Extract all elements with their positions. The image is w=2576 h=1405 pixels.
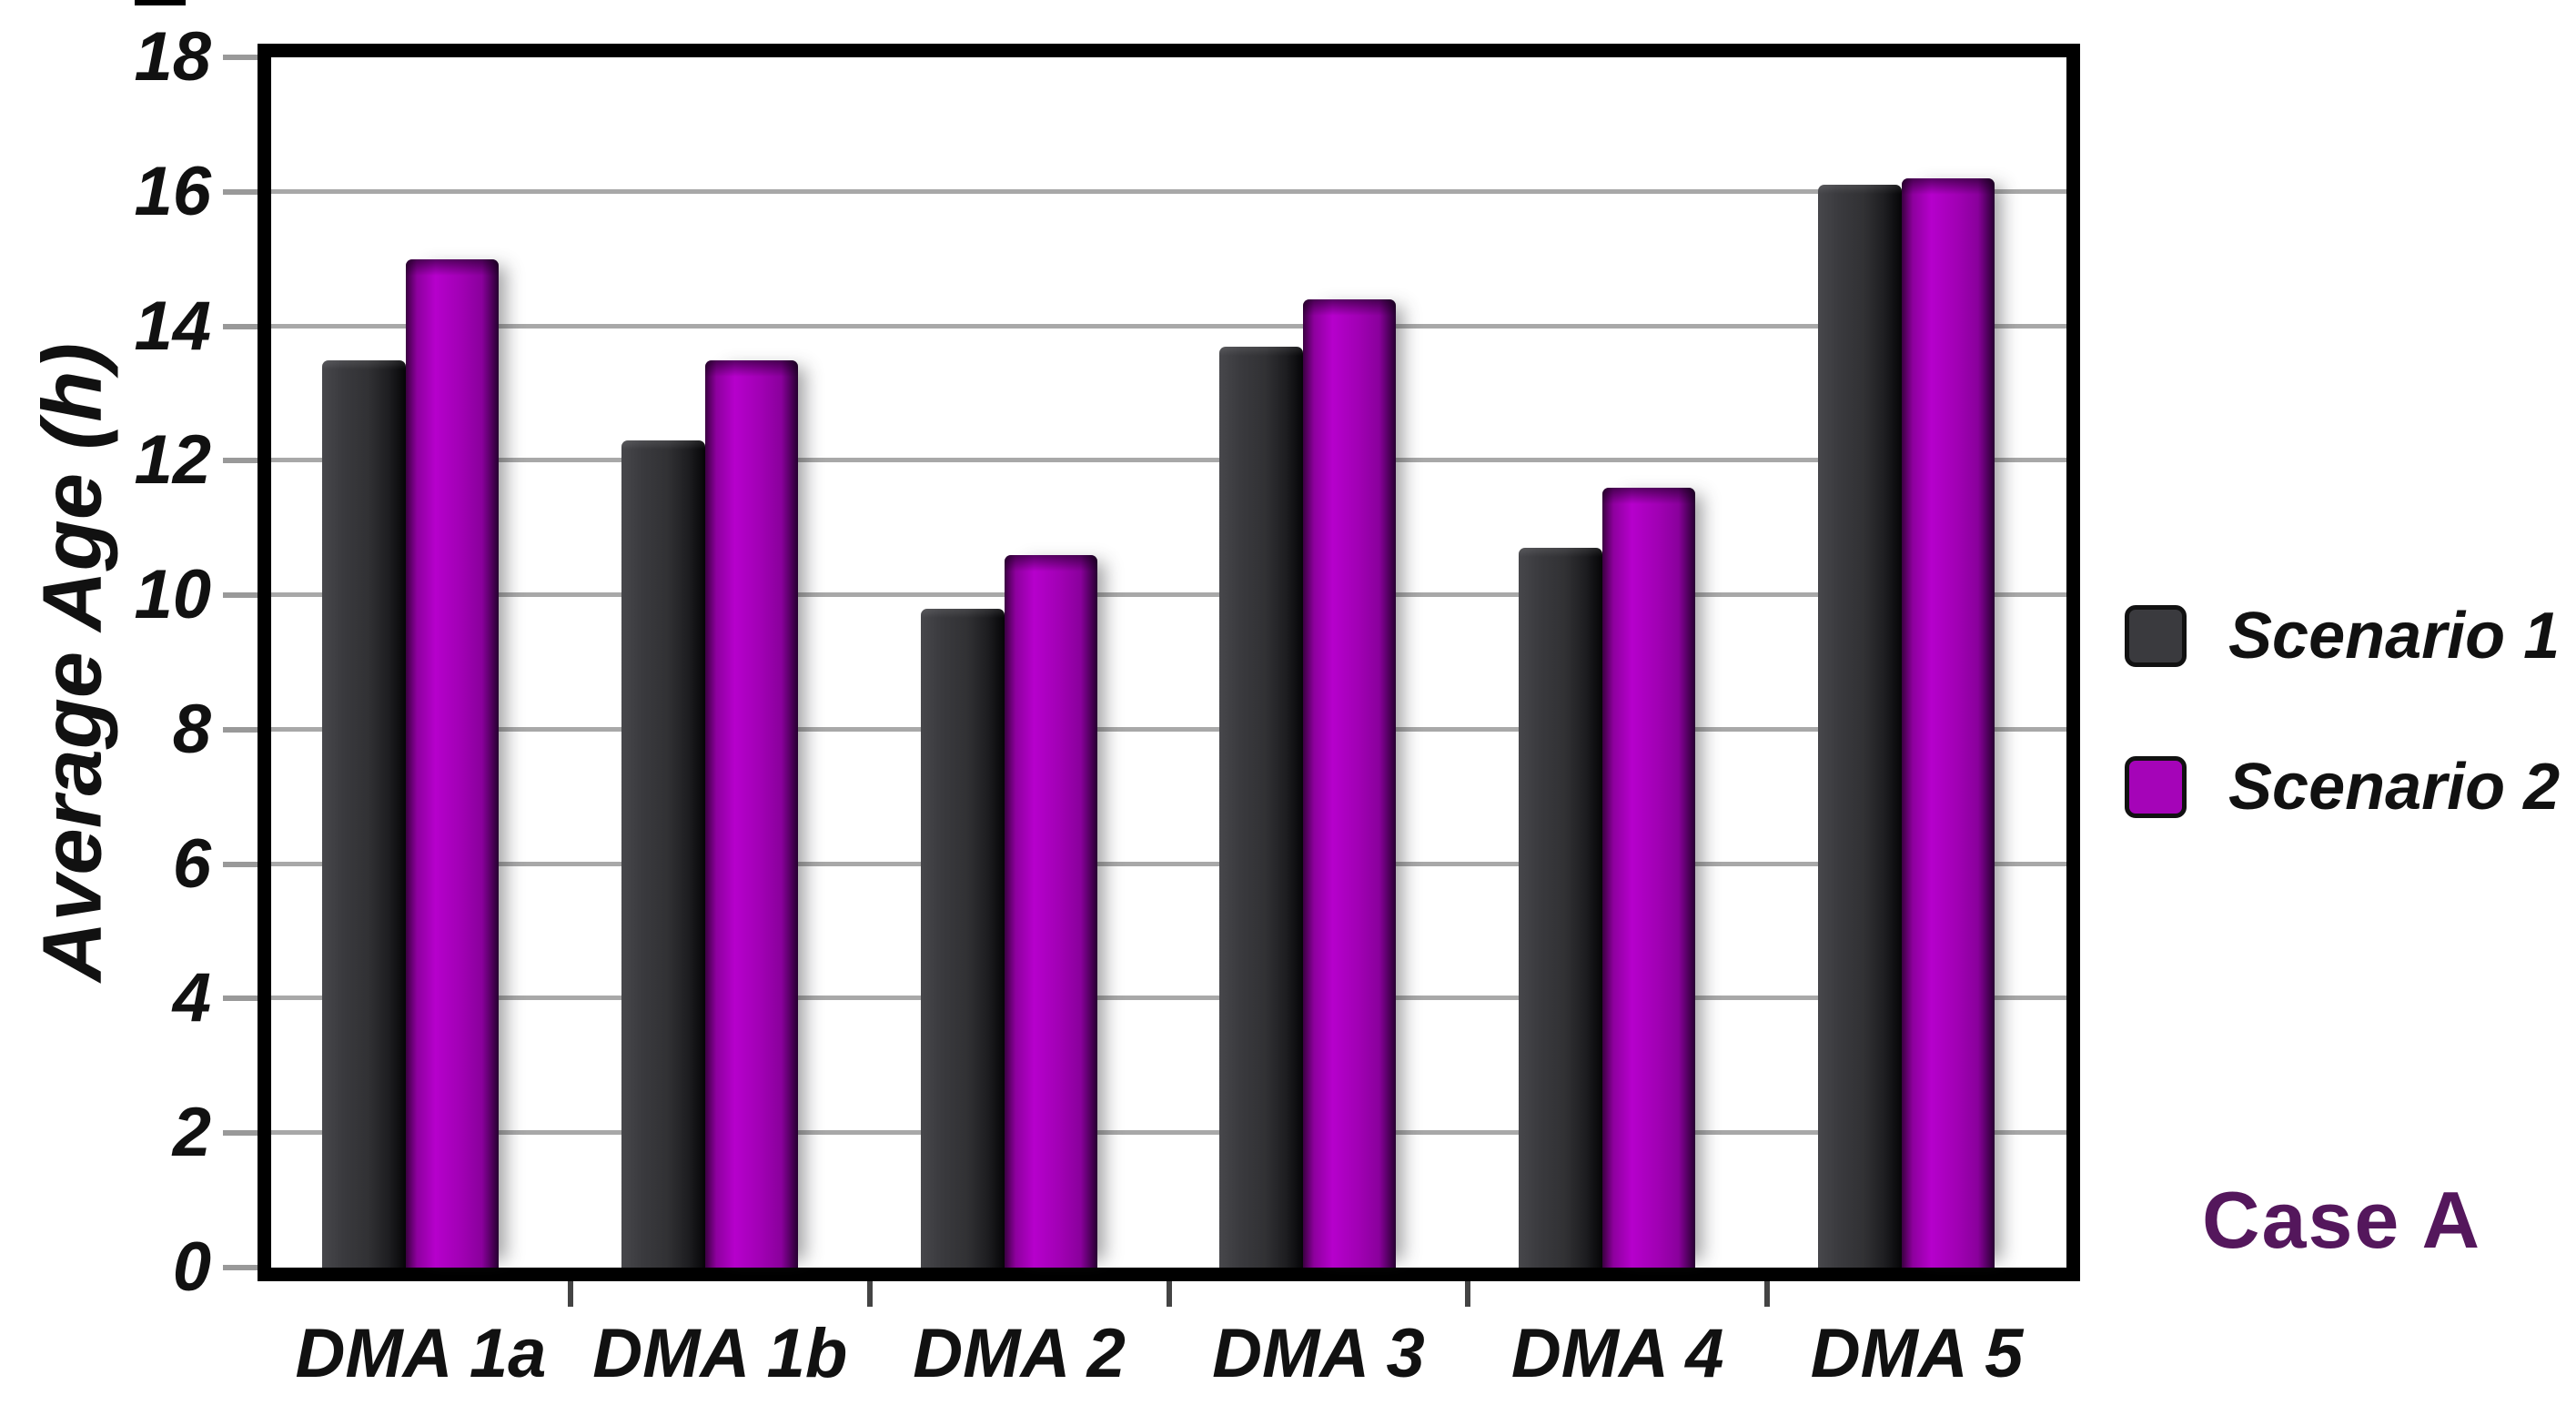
legend: Scenario 1 Scenario 2 [2125, 599, 2560, 824]
bar-group-dma-3 [1169, 57, 1469, 1268]
gridline-8 [271, 726, 2066, 732]
bar-scenario-2-dma-3 [1303, 299, 1397, 1268]
legend-swatch-scenario-1 [2125, 605, 2187, 667]
plot-area [258, 44, 2080, 1281]
gridline-14 [271, 323, 2066, 329]
y-tick-mark-0 [223, 1265, 258, 1270]
image-crop-artifact [135, 0, 186, 5]
y-tick-mark-10 [223, 592, 258, 599]
bar-scenario-1-dma-5 [1818, 185, 1903, 1268]
bar-scenario-2-dma-5 [1902, 178, 1995, 1268]
legend-label-scenario-1: Scenario 1 [2228, 600, 2561, 672]
y-tick-label-10: 10 [134, 556, 211, 634]
legend-swatch-scenario-2 [2125, 756, 2187, 818]
bar-group-dma-4 [1468, 57, 1767, 1268]
y-tick-label-2: 2 [172, 1094, 211, 1172]
bar-scenario-2-dma-1b [704, 359, 798, 1268]
x-label-dma-2: DMA 2 [913, 1315, 1126, 1392]
bar-scenario-2-dma-2 [1004, 554, 1097, 1268]
y-tick-label-0: 0 [172, 1228, 211, 1306]
legend-label-scenario-2: Scenario 2 [2228, 751, 2561, 824]
bar-group-dma-5 [1767, 57, 2066, 1268]
bar-scenario-1-dma-2 [920, 608, 1005, 1268]
y-axis-tick-marks [223, 55, 258, 1270]
x-label-dma-5: DMA 5 [1810, 1315, 2024, 1392]
y-tick-mark-14 [223, 323, 258, 329]
x-axis-category-labels: DMA 1a DMA 1b DMA 2 DMA 3 DMA 4 DMA 5 [271, 1309, 2066, 1400]
x-label-dma-1b: DMA 1b [592, 1315, 848, 1392]
bar-scenario-1-dma-1a [321, 359, 407, 1268]
y-tick-label-16: 16 [134, 152, 211, 230]
gridline-12 [271, 458, 2066, 463]
y-tick-mark-8 [223, 726, 258, 733]
y-tick-label-18: 18 [134, 18, 211, 96]
legend-item-scenario-1: Scenario 1 [2125, 599, 2560, 673]
bar-scenario-2-dma-4 [1602, 487, 1696, 1268]
y-tick-mark-4 [223, 996, 258, 1002]
y-tick-mark-2 [223, 1130, 258, 1137]
y-tick-label-12: 12 [134, 421, 211, 500]
bar-scenario-1-dma-1b [621, 440, 705, 1268]
x-tick-mark-4 [1465, 1281, 1471, 1307]
y-axis-tick-labels: 0 2 4 6 8 10 12 14 16 18 [7, 18, 224, 1306]
legend-item-scenario-2: Scenario 2 [2125, 750, 2560, 824]
y-tick-label-14: 14 [134, 287, 211, 365]
y-tick-mark-16 [223, 188, 258, 195]
bar-scenario-1-dma-4 [1519, 548, 1603, 1268]
bar-group-dma-1b [571, 57, 870, 1268]
bar-group-dma-2 [870, 57, 1169, 1268]
bar-group-dma-1a [271, 57, 571, 1268]
x-axis-tick-marks [271, 1281, 2066, 1309]
x-label-dma-1a: DMA 1a [295, 1315, 547, 1392]
plot-inner [271, 57, 2066, 1268]
y-tick-mark-18 [223, 55, 258, 60]
x-tick-mark-5 [1764, 1281, 1771, 1307]
bar-scenario-1-dma-3 [1219, 346, 1304, 1268]
gridline-2 [271, 1130, 2066, 1136]
y-tick-label-8: 8 [172, 690, 211, 768]
y-tick-label-6: 6 [172, 824, 211, 903]
x-tick-mark-1 [567, 1281, 573, 1307]
x-tick-mark-2 [866, 1281, 873, 1307]
x-label-dma-3: DMA 3 [1212, 1315, 1425, 1392]
x-label-dma-4: DMA 4 [1510, 1315, 1724, 1392]
y-tick-mark-12 [223, 458, 258, 464]
bar-scenario-2-dma-1a [405, 258, 499, 1268]
gridline-4 [271, 996, 2066, 1001]
gridline-10 [271, 592, 2066, 598]
x-tick-mark-3 [1166, 1281, 1172, 1307]
y-tick-label-4: 4 [172, 959, 211, 1037]
case-annotation: Case A [2202, 1175, 2482, 1265]
gridline-6 [271, 861, 2066, 866]
y-tick-mark-6 [223, 861, 258, 867]
gridline-16 [271, 188, 2066, 194]
